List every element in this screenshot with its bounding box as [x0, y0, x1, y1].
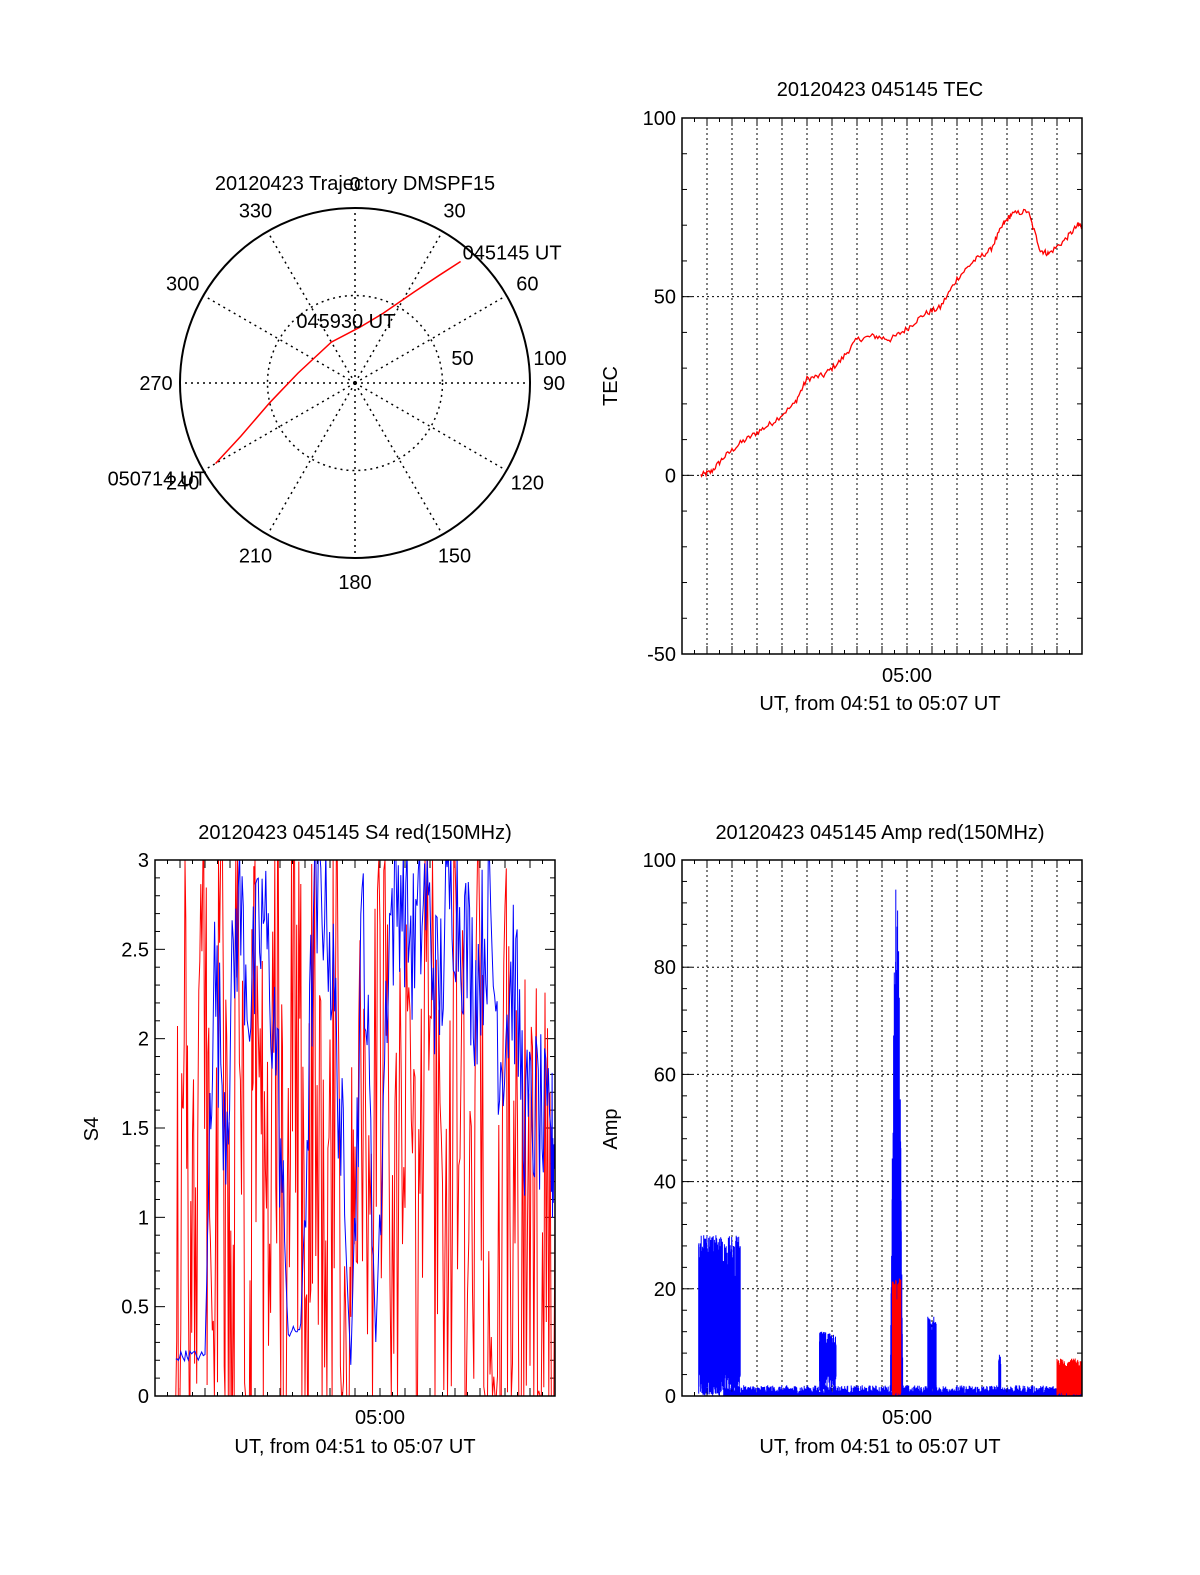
polar-angle-label: 270	[139, 373, 172, 395]
y-tick-label: 0	[138, 1386, 149, 1408]
amp-series-red	[891, 1278, 1082, 1396]
trajectory-annotation: 045930 UT	[296, 311, 395, 333]
tec-title: 20120423 045145 TEC	[777, 79, 983, 101]
y-tick-label: 1	[138, 1207, 149, 1229]
polar-spoke	[354, 382, 507, 472]
polar-spoke	[354, 231, 444, 384]
trajectory-track	[215, 260, 462, 465]
y-tick-label: 0	[665, 465, 676, 487]
polar-spoke	[266, 231, 356, 384]
polar-angle-label: 120	[511, 473, 544, 495]
x-tick-label: 05:00	[355, 1407, 405, 1429]
tec-series-line	[700, 208, 1082, 478]
tec-plot-area: -50 0 50 100 05:00	[643, 108, 1083, 687]
s4-xlabel: UT, from 04:51 to 05:07 UT	[234, 1436, 475, 1458]
polar-spoke	[354, 382, 444, 535]
tec-xlabel: UT, from 04:51 to 05:07 UT	[759, 693, 1000, 715]
polar-inner-circle	[266, 294, 444, 472]
trajectory-annotation: 050714 UT	[108, 469, 207, 491]
s4-title: 20120423 045145 S4 red(150MHz)	[198, 822, 512, 844]
polar-angle-labels: 0 30 60 90 120 150 180 210 240 270 300 330	[139, 174, 565, 594]
s4-chart: 20120423 045145 S4 red(150MHz) 0 0.5 1 1.5 2…	[81, 822, 556, 1458]
polar-radial-label: 100	[533, 348, 566, 370]
plot-border	[681, 859, 1083, 1397]
amp-series-blue	[698, 889, 1082, 1396]
amp-xlabel: UT, from 04:51 to 05:07 UT	[759, 1436, 1000, 1458]
polar-angle-label: 240	[166, 473, 199, 495]
trajectory-title: 20120423 Trajectory DMSPF15	[215, 173, 495, 195]
y-tick-label: 3	[138, 850, 149, 872]
s4-series-blue	[175, 860, 555, 1365]
y-tick-label: 0.5	[121, 1297, 149, 1319]
x-tick-label: 05:00	[882, 1407, 932, 1429]
x-tick-label: 05:00	[882, 665, 932, 687]
polar-angle-label: 0	[349, 174, 360, 196]
tec-chart: 20120423 045145 TEC -50 0 50 100 05:00 TEC U…	[600, 79, 1083, 715]
y-tick-label: 2	[138, 1029, 149, 1051]
amp-plot-area: 0 20 40 60 80 100 05:00	[643, 850, 1083, 1429]
y-tick-label: 20	[654, 1279, 676, 1301]
plot-border	[154, 859, 556, 1397]
amp-title: 20120423 045145 Amp red(150MHz)	[715, 822, 1044, 844]
polar-spoke	[203, 382, 356, 472]
polar-angle-label: 300	[166, 274, 199, 296]
polar-angle-label: 30	[443, 201, 465, 223]
polar-radial-labels: 50 100	[451, 348, 566, 370]
polar-angle-label: 150	[438, 545, 471, 567]
polar-angle-label: 180	[338, 572, 371, 594]
s4-series-red	[175, 860, 555, 1396]
polar-radial-label: 50	[451, 348, 473, 370]
y-tick-label: 100	[643, 850, 676, 872]
trajectory-line	[215, 260, 462, 465]
trajectory-annotation: 045145 UT	[463, 242, 562, 264]
polar-angle-label: 60	[516, 274, 538, 296]
amp-chart: 20120423 045145 Amp red(150MHz) 0 20 40 60 8…	[600, 822, 1083, 1458]
y-tick-label: 1.5	[121, 1118, 149, 1140]
y-tick-label: 50	[654, 287, 676, 309]
plot-border	[681, 117, 1083, 655]
polar-spoke	[354, 294, 507, 384]
polar-spoke	[203, 294, 356, 384]
y-tick-label: 2.5	[121, 939, 149, 961]
trajectory-chart: 20120423 Trajectory DMSPF15 0 30 60 90 120 15…	[108, 173, 567, 594]
trajectory-annotations: 045145 UT 045930 UT 050714 UT	[108, 242, 562, 490]
amp-ylabel: Amp	[600, 1108, 622, 1149]
tec-ylabel: TEC	[600, 366, 622, 406]
polar-angle-label: 330	[239, 201, 272, 223]
polar-angle-label: 90	[543, 373, 565, 395]
s4-plot-area: 0 0.5 1 1.5 2 2.5 3 05:00	[121, 850, 556, 1429]
polar-spoke	[266, 382, 356, 535]
y-tick-label: 80	[654, 957, 676, 979]
y-tick-label: 40	[654, 1172, 676, 1194]
y-tick-label: 100	[643, 108, 676, 130]
y-tick-label: 60	[654, 1064, 676, 1086]
s4-ylabel: S4	[81, 1117, 103, 1141]
polar-angle-label: 210	[239, 545, 272, 567]
y-tick-label: -50	[647, 644, 676, 666]
polar-grid	[179, 207, 531, 559]
y-tick-label: 0	[665, 1386, 676, 1408]
